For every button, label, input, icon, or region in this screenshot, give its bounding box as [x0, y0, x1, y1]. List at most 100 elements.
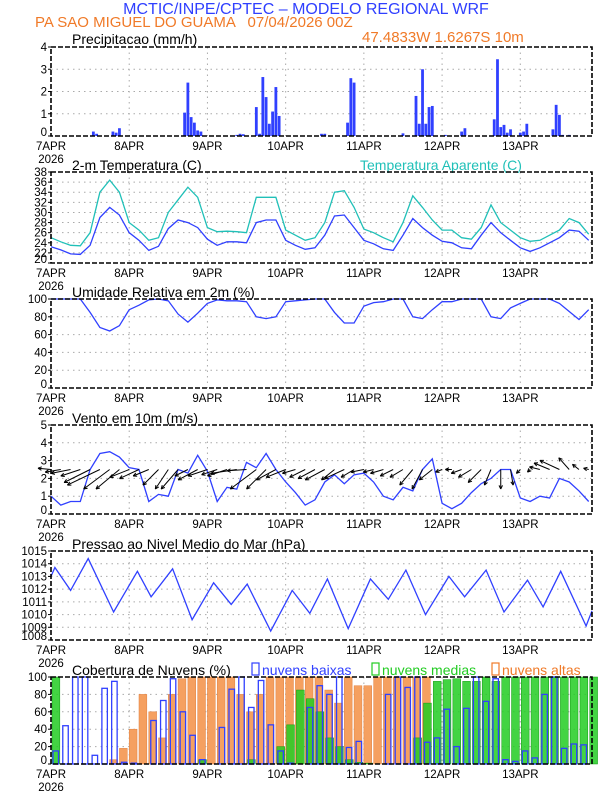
wind-vector-arrow — [583, 466, 589, 472]
arrow-head — [289, 473, 293, 478]
arrow-head — [435, 468, 439, 473]
arrow-head — [226, 468, 231, 472]
y-tick-label: 32 — [34, 197, 47, 209]
arrow-head — [45, 471, 50, 474]
arrow-head — [399, 482, 404, 486]
arrow-shaft — [160, 469, 179, 490]
cloud-bar-low — [111, 680, 118, 765]
precip-bar — [509, 129, 512, 136]
legend-swatch-low — [251, 662, 260, 676]
x-tick-label: 10APR — [267, 393, 303, 405]
arrow-head — [201, 471, 205, 476]
cloud-bar-high — [236, 694, 245, 765]
pres-frame — [50, 550, 593, 641]
precip-bar — [235, 134, 239, 136]
cloud-panel: 020 40 60 80 100 7APR 8APR 9APR 10APR 11APR 12APR 1… — [28, 672, 598, 792]
wind-panel: 0 1 2 3 4 5 7APR 8APR 9APR 10APR 11APR 12APR 13APR 20… — [36, 420, 593, 544]
wind-vector-arrow — [399, 469, 414, 486]
x-tick-label: 10APR — [267, 645, 303, 657]
y-tick-label: 1015 — [21, 546, 47, 558]
wind-vector-arrow — [207, 469, 228, 478]
cloud-bar-low — [62, 725, 69, 765]
y-tick-label: 2 — [41, 473, 47, 485]
cloud-frame — [50, 676, 593, 765]
arrow-head — [572, 463, 577, 466]
arrow-shaft — [379, 469, 394, 477]
pressure-title: Pressao ao Nivel Medio do Mar (hPa) — [72, 536, 305, 552]
arrow-shaft — [174, 469, 189, 477]
arrow-head — [119, 475, 123, 479]
arrow-head — [389, 473, 393, 478]
arrow-head — [160, 485, 163, 490]
arrow-shaft — [95, 469, 120, 490]
x-tick-label: 12APR — [424, 393, 460, 405]
precip-bar — [189, 117, 193, 136]
precip-bar — [118, 128, 121, 136]
cloud-bar-high — [226, 676, 236, 765]
cloud-bar-high — [344, 676, 353, 765]
x-tick-label: 12APR — [424, 769, 460, 781]
cloud-bar-low — [91, 754, 99, 765]
y-tick-label: 100 — [28, 294, 47, 306]
arrow-head — [558, 457, 563, 460]
arrow-shaft — [67, 469, 101, 486]
y-tick-label: 1013 — [21, 571, 47, 583]
precip-bar — [430, 105, 434, 136]
arrow-head — [362, 469, 367, 473]
x-tick-label: 8APR — [114, 141, 144, 153]
arrow-shaft — [45, 469, 61, 473]
arrow-shaft — [297, 469, 316, 480]
y-tick-label: 60 — [34, 707, 47, 719]
y-tick-label: 30 — [34, 207, 47, 219]
rh-panel: 0 20 40 60 80 100 7APR 8APR 9APR 10APR 11APR 12APR 1… — [28, 294, 593, 418]
precip-bar — [554, 104, 558, 136]
arrow-head — [419, 478, 424, 481]
precip-bar — [241, 134, 245, 136]
wind-vector-arrow — [66, 469, 101, 486]
arrow-head — [516, 471, 521, 474]
wind-vector-arrow — [445, 467, 452, 472]
y-tick-label: 4 — [41, 42, 48, 54]
precip-bar — [238, 133, 242, 136]
precip-bar — [349, 78, 353, 136]
arrow-shaft — [529, 466, 540, 470]
arrow-shaft — [321, 469, 335, 481]
arrow-shaft — [83, 469, 110, 490]
wind-vector-arrow — [467, 469, 482, 483]
wind-vector-arrow — [174, 469, 189, 477]
wind-vector-arrow — [226, 468, 247, 473]
arrow-head — [229, 485, 233, 490]
arrow-head — [37, 466, 42, 469]
y-tick-label: 40 — [34, 724, 47, 736]
y-tick-label: 1009 — [21, 622, 47, 634]
arrow-shaft — [142, 469, 159, 486]
wind-vector-arrow — [187, 469, 208, 478]
y-tick-label: 60 — [34, 330, 47, 342]
wind-vector-arrow — [572, 463, 580, 470]
arrow-head — [255, 476, 260, 481]
arrow-shaft — [109, 469, 130, 478]
x-tick-label: 9APR — [192, 141, 222, 153]
x-tick-label: 9APR — [192, 519, 222, 531]
cloud-bar-mid — [511, 676, 520, 765]
precip-bar — [323, 133, 327, 136]
cloud-bar-high — [128, 728, 138, 765]
arrow-head — [83, 485, 86, 490]
x-tick-label: 7APR — [36, 141, 66, 153]
arrow-head — [527, 470, 532, 473]
precip-bar — [460, 131, 464, 136]
cloud-bar-high — [168, 694, 177, 765]
x-tick-label: 11APR — [346, 645, 382, 657]
arrow-head — [37, 467, 42, 471]
precip-bar — [271, 111, 275, 136]
wind-vector-arrow — [201, 469, 218, 476]
y-tick-label: 0 — [41, 127, 47, 139]
arrow-head — [142, 483, 147, 486]
arrow-head — [558, 457, 561, 462]
arrow-head — [226, 470, 231, 473]
arrow-shaft — [363, 469, 374, 473]
y-tick-label: 0 — [41, 505, 47, 517]
cloud-title: Cobertura de Nuvens (%) — [72, 662, 231, 678]
cloud-legend: nuvens baixas nuvens medias nuvens altas — [251, 662, 581, 678]
arrow-head — [304, 476, 309, 481]
